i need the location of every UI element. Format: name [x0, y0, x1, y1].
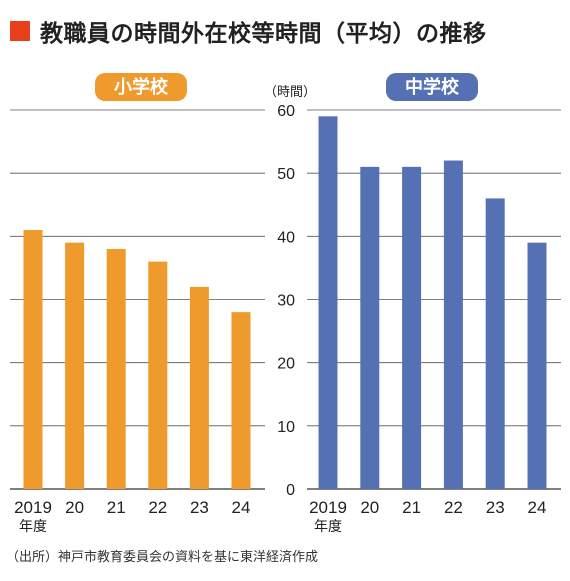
- bar-21: [402, 166, 422, 489]
- junior-high-panel: 0 10 20 30 40 50 60 （時間） 中学校 2019 20 21 22 23 24 年度: [264, 73, 547, 535]
- y-axis-unit-label: （時間）: [264, 85, 316, 100]
- ytick-label: 50: [277, 166, 295, 183]
- x-axis-sublabel: 年度: [19, 519, 47, 535]
- xtick-label: 21: [402, 498, 421, 517]
- xtick-label: 24: [232, 498, 251, 517]
- xtick-label: 20: [65, 498, 84, 517]
- x-axis-sublabel: 年度: [314, 519, 342, 535]
- ytick-label: 20: [277, 356, 295, 373]
- grid-layer: [10, 109, 561, 490]
- ytick-label: 30: [277, 293, 295, 310]
- xtick-label: 20: [360, 498, 379, 517]
- ytick-label: 40: [277, 229, 295, 246]
- xtick-label: 2019: [14, 498, 52, 517]
- xtick-label: 21: [107, 498, 126, 517]
- bar-23: [189, 286, 209, 489]
- ytick-label: 0: [286, 482, 295, 499]
- panel-label-text: 中学校: [405, 76, 460, 98]
- xtick-label: 22: [444, 498, 463, 517]
- xtick-label: 2019: [309, 498, 347, 517]
- panel-label-text: 小学校: [114, 76, 169, 98]
- xtick-label: 23: [190, 498, 209, 517]
- panel-label-pill: [95, 73, 187, 101]
- xtick-label: 23: [486, 498, 505, 517]
- bar-24: [231, 312, 251, 489]
- xtick-label: 24: [528, 498, 547, 517]
- bar-2019: [318, 116, 338, 490]
- bar-22: [443, 160, 463, 490]
- bar-23: [485, 198, 505, 489]
- bar-21: [106, 248, 126, 489]
- xtick-label: 22: [148, 498, 167, 517]
- title-marker: [10, 21, 30, 41]
- panel-label-pill: [386, 73, 478, 101]
- bar-2019: [23, 230, 43, 489]
- chart-title: 教職員の時間外在校等時間（平均）の推移: [10, 14, 487, 48]
- ytick-label: 60: [277, 103, 295, 120]
- elementary-panel: 小学校 2019 20 21 22 23 24 年度: [14, 73, 251, 535]
- bar-20: [65, 242, 85, 489]
- bar-chart: 小学校 2019 20 21 22 23 24 年度 0 10 20 30 40 50 60 （時間） 中学校…: [10, 73, 561, 535]
- bar-24: [527, 242, 547, 489]
- bar-22: [148, 261, 168, 489]
- source-note: （出所）神戸市教育委員会の資料を基に東洋経済作成: [6, 550, 319, 565]
- bar-20: [360, 166, 380, 489]
- title-text: 教職員の時間外在校等時間（平均）の推移: [40, 21, 487, 47]
- ytick-label: 10: [277, 419, 295, 436]
